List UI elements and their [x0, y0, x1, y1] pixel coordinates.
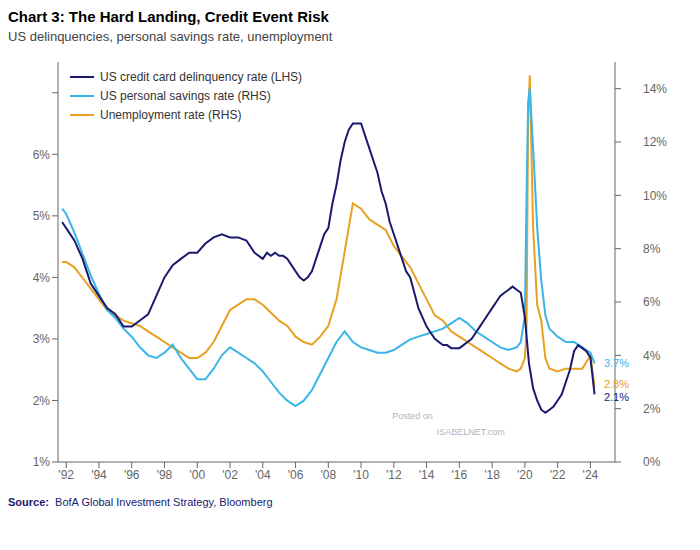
svg-text:1%: 1% [33, 455, 51, 469]
svg-text:3%: 3% [33, 332, 51, 346]
svg-text:'24: '24 [583, 468, 599, 482]
svg-text:'08: '08 [320, 468, 336, 482]
svg-text:'94: '94 [91, 468, 107, 482]
svg-text:'10: '10 [353, 468, 369, 482]
svg-text:2.8%: 2.8% [604, 378, 629, 390]
html-text:US delinquencies, personal sav: US delinquencies, personal savings rate,… [8, 29, 333, 44]
html-text:Posted on: Posted on [392, 411, 433, 421]
svg-text:'04: '04 [255, 468, 271, 482]
svg-text:'14: '14 [419, 468, 435, 482]
svg-text:'00: '00 [189, 468, 205, 482]
svg-text:12%: 12% [643, 135, 667, 149]
svg-text:'12: '12 [386, 468, 402, 482]
svg-text:8%: 8% [643, 242, 661, 256]
svg-text:14%: 14% [643, 82, 667, 96]
svg-text:0%: 0% [643, 455, 661, 469]
svg-text:2.1%: 2.1% [604, 391, 629, 403]
svg-text:'92: '92 [58, 468, 74, 482]
svg-text:2%: 2% [643, 402, 661, 416]
svg-text:6%: 6% [33, 148, 51, 162]
svg-text:'18: '18 [484, 468, 500, 482]
svg-text:'02: '02 [222, 468, 238, 482]
svg-text:'98: '98 [157, 468, 173, 482]
svg-text:'22: '22 [550, 468, 566, 482]
svg-text:6%: 6% [643, 295, 661, 309]
html-text:Chart 3: The Hard Landing, Cre: Chart 3: The Hard Landing, Credit Event … [8, 8, 329, 25]
svg-text:'16: '16 [452, 468, 468, 482]
html-text:ISABELNET.com: ISABELNET.com [436, 427, 505, 437]
svg-text:4%: 4% [643, 349, 661, 363]
svg-text:'20: '20 [517, 468, 533, 482]
svg-text:10%: 10% [643, 189, 667, 203]
svg-text:5%: 5% [33, 209, 51, 223]
html-text:US personal savings rate (RHS): US personal savings rate (RHS) [100, 89, 271, 103]
svg-text:4%: 4% [33, 271, 51, 285]
svg-text:3.7%: 3.7% [604, 357, 629, 369]
svg-text:2%: 2% [33, 394, 51, 408]
html-text:Unemployment rate (RHS): Unemployment rate (RHS) [100, 108, 242, 122]
svg-text:'96: '96 [124, 468, 140, 482]
html-text:US credit card delinquency rat: US credit card delinquency rate (LHS) [100, 70, 303, 84]
html-text:Source: BofA Global Investment: Source: BofA Global Investment Strategy,… [8, 496, 273, 508]
svg-text:'06: '06 [288, 468, 304, 482]
